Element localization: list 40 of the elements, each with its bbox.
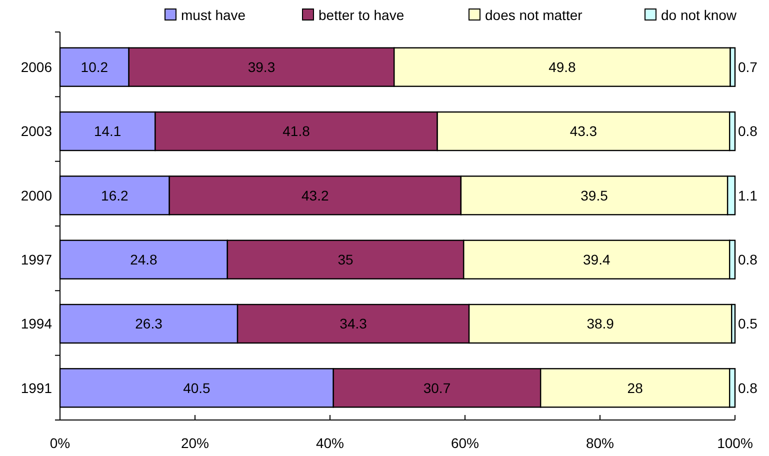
data-label: 16.2	[101, 187, 129, 204]
data-label: 35	[338, 251, 354, 268]
legend-label: does not matter	[485, 6, 583, 23]
y-tick-label: 1997	[20, 251, 52, 268]
legend-label: must have	[181, 6, 246, 23]
data-label: 39.4	[583, 251, 610, 268]
data-label: 43.2	[302, 187, 329, 204]
x-tick-label: 60%	[450, 435, 480, 451]
data-label: 1.1	[738, 187, 758, 204]
y-tick-label: 1991	[20, 380, 52, 396]
data-label: 0.8	[738, 380, 758, 396]
x-tick-label: 100%	[717, 435, 753, 451]
y-tick-label: 1994	[20, 316, 52, 332]
y-tick-label: 2006	[20, 58, 52, 75]
data-label: 26.3	[135, 316, 163, 332]
data-label: 34.3	[340, 316, 368, 332]
data-label: 28	[627, 380, 644, 396]
data-label: 30.7	[423, 380, 451, 396]
legend-label: better to have	[318, 6, 404, 23]
data-label: 40.5	[183, 380, 211, 396]
data-label: 10.2	[80, 58, 108, 75]
x-tick-label: 0%	[50, 435, 70, 451]
y-tick-label: 2003	[20, 123, 52, 140]
data-label: 43.3	[570, 123, 598, 140]
data-label: 24.8	[130, 251, 158, 268]
y-tick-label: 2000	[20, 187, 52, 204]
data-label: 0.8	[738, 251, 758, 268]
x-tick-label: 20%	[180, 435, 210, 451]
data-label: 0.5	[738, 316, 758, 332]
data-label: 38.9	[586, 316, 614, 332]
x-tick-label: 40%	[316, 435, 344, 451]
legend-label: do not know	[661, 6, 738, 23]
data-label: 41.8	[282, 123, 310, 140]
x-tick-label: 80%	[586, 435, 614, 451]
data-label: 14.1	[94, 123, 122, 140]
data-label: 0.8	[738, 123, 758, 140]
data-label: 0.7	[738, 58, 758, 75]
data-label: 49.8	[548, 58, 576, 75]
data-label: 39.3	[248, 58, 276, 75]
data-label: 39.5	[580, 187, 608, 204]
